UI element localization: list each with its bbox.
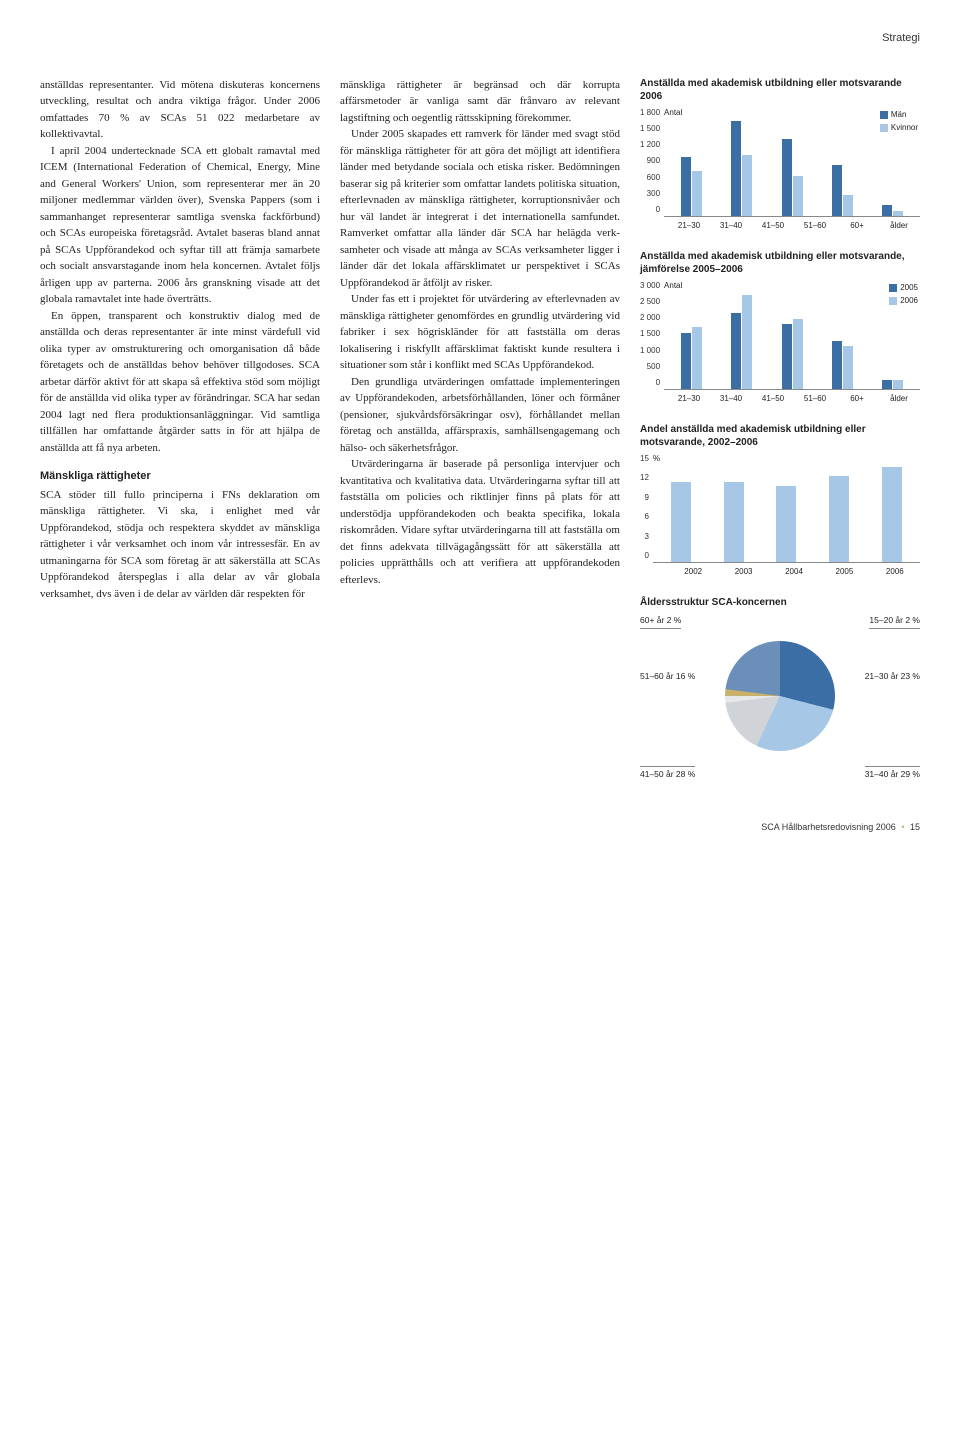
chart-body: 15129630 % 20022003200420052006 — [640, 453, 920, 578]
bar-group — [776, 467, 796, 562]
legend-item: 2005 — [889, 282, 918, 294]
bar-group — [782, 121, 803, 216]
bar-group — [731, 121, 752, 216]
bar — [829, 476, 849, 562]
chart-body: MänKvinnor 1 8001 5001 2009006003000 Ant… — [640, 107, 920, 232]
bar-group — [882, 467, 902, 562]
bar — [681, 157, 691, 215]
pie-label: 15–20 år 2 % — [869, 613, 920, 630]
pie-circle — [725, 641, 835, 751]
bar — [731, 313, 741, 389]
bar-group — [832, 294, 853, 389]
bar — [793, 176, 803, 216]
page-header: Strategi — [40, 30, 920, 47]
pie-label: 41–50 år 28 % — [640, 766, 695, 783]
y-axis: 3 0002 5002 0001 5001 0005000 — [640, 280, 664, 390]
pie-wrap: 15–20 år 2 % 21–30 år 23 % 31–40 år 29 % 41… — [640, 613, 920, 783]
pie-label: 60+ år 2 % — [640, 613, 681, 630]
paragraph: Utvärderingarna är baserade på per­sonli… — [340, 456, 620, 588]
bar — [782, 324, 792, 389]
pie-label: 31–40 år 29 % — [865, 766, 920, 783]
footer-bullet: • — [898, 822, 907, 832]
chart-title: Anställda med akademisk utbildning eller… — [640, 77, 920, 103]
bar-group — [882, 294, 903, 389]
pie-label: 21–30 år 23 % — [865, 669, 920, 685]
paragraph: I april 2004 undertecknade SCA ett globa… — [40, 143, 320, 308]
text-column-1: anställdas representanter. Vid mötena di… — [40, 77, 320, 801]
chart-title: Åldersstruktur SCA-koncernen — [640, 596, 920, 609]
y-axis: 15129630 — [640, 453, 653, 563]
bar-group — [681, 294, 702, 389]
bar — [793, 319, 803, 389]
paragraph: Under 2005 skapades ett ramverk för länd… — [340, 126, 620, 291]
paragraph: Under fas ett i projektet för utvärde­ri… — [340, 291, 620, 374]
bar — [843, 346, 853, 388]
legend-label: Män — [891, 109, 907, 121]
paragraph: mänskliga rättigheter är begränsad och d… — [340, 77, 620, 127]
bar-group — [882, 121, 903, 216]
chart-2: Anställda med akademisk utbildning eller… — [640, 250, 920, 405]
bar — [692, 171, 702, 216]
paragraph: Den grundliga utvärderingen omfat­tade i… — [340, 374, 620, 457]
paragraph: anställdas representanter. Vid mötena di… — [40, 77, 320, 143]
bar-group — [671, 467, 691, 562]
y-axis: 1 8001 5001 2009006003000 — [640, 107, 664, 217]
legend-item: Män — [880, 109, 918, 121]
footer-text: SCA Hållbarhetsredovisning 2006 — [761, 822, 896, 832]
bar — [782, 139, 792, 216]
bar — [832, 165, 842, 215]
paragraph: SCA stöder till fullo principerna i FNs … — [40, 487, 320, 603]
bar — [681, 333, 691, 388]
bar — [882, 380, 892, 389]
chart-body: 20052006 3 0002 5002 0001 5001 0005000 A… — [640, 280, 920, 405]
charts-column: Anställda med akademisk utbildning eller… — [640, 77, 920, 801]
bar — [843, 195, 853, 215]
chart-title: Anställda med akademisk utbildning eller… — [640, 250, 920, 276]
y-axis-label: Antal — [664, 280, 920, 292]
chart-3: Andel anställda med akademisk utbildning… — [640, 423, 920, 578]
legend-label: 2005 — [900, 282, 918, 294]
bar — [882, 467, 902, 562]
bar — [893, 211, 903, 215]
legend-swatch — [889, 284, 897, 292]
subheading: Mänskliga rättigheter — [40, 468, 320, 485]
bar-group — [731, 294, 752, 389]
bar — [692, 327, 702, 389]
section-label: Strategi — [882, 32, 920, 44]
x-axis: 21–3031–4041–5051–6060+ålder — [640, 220, 920, 232]
legend-swatch — [880, 111, 888, 119]
bar — [893, 380, 903, 389]
paragraph: En öppen, transparent och konstruk­tiv d… — [40, 308, 320, 457]
chart-title: Andel anställda med akademisk utbildning… — [640, 423, 920, 449]
bar — [671, 482, 691, 561]
bar — [742, 155, 752, 216]
bar-group — [782, 294, 803, 389]
bar — [724, 482, 744, 561]
x-axis: 21–3031–4041–5051–6060+ålder — [640, 393, 920, 405]
bars-region — [664, 121, 920, 217]
bar-group — [829, 467, 849, 562]
y-axis-label: % — [653, 453, 920, 465]
bar-group — [724, 467, 744, 562]
bar-group — [681, 121, 702, 216]
pie-label: 51–60 år 16 % — [640, 669, 695, 685]
bar-group — [832, 121, 853, 216]
pie-chart: Åldersstruktur SCA-koncernen 15–20 år 2 … — [640, 596, 920, 783]
x-axis: 20022003200420052006 — [640, 566, 920, 578]
bars-region — [653, 467, 920, 563]
text-column-2: mänskliga rättigheter är begränsad och d… — [340, 77, 620, 801]
bar — [742, 295, 752, 388]
main-content: anställdas representanter. Vid mötena di… — [40, 77, 920, 801]
bars-region — [664, 294, 920, 390]
bar — [832, 341, 842, 389]
page-number: 15 — [910, 822, 920, 832]
page-footer: SCA Hållbarhetsredovisning 2006 • 15 — [40, 821, 920, 835]
bar — [776, 486, 796, 562]
bar — [882, 205, 892, 216]
bar — [731, 121, 741, 216]
chart-1: Anställda med akademisk utbildning eller… — [640, 77, 920, 232]
